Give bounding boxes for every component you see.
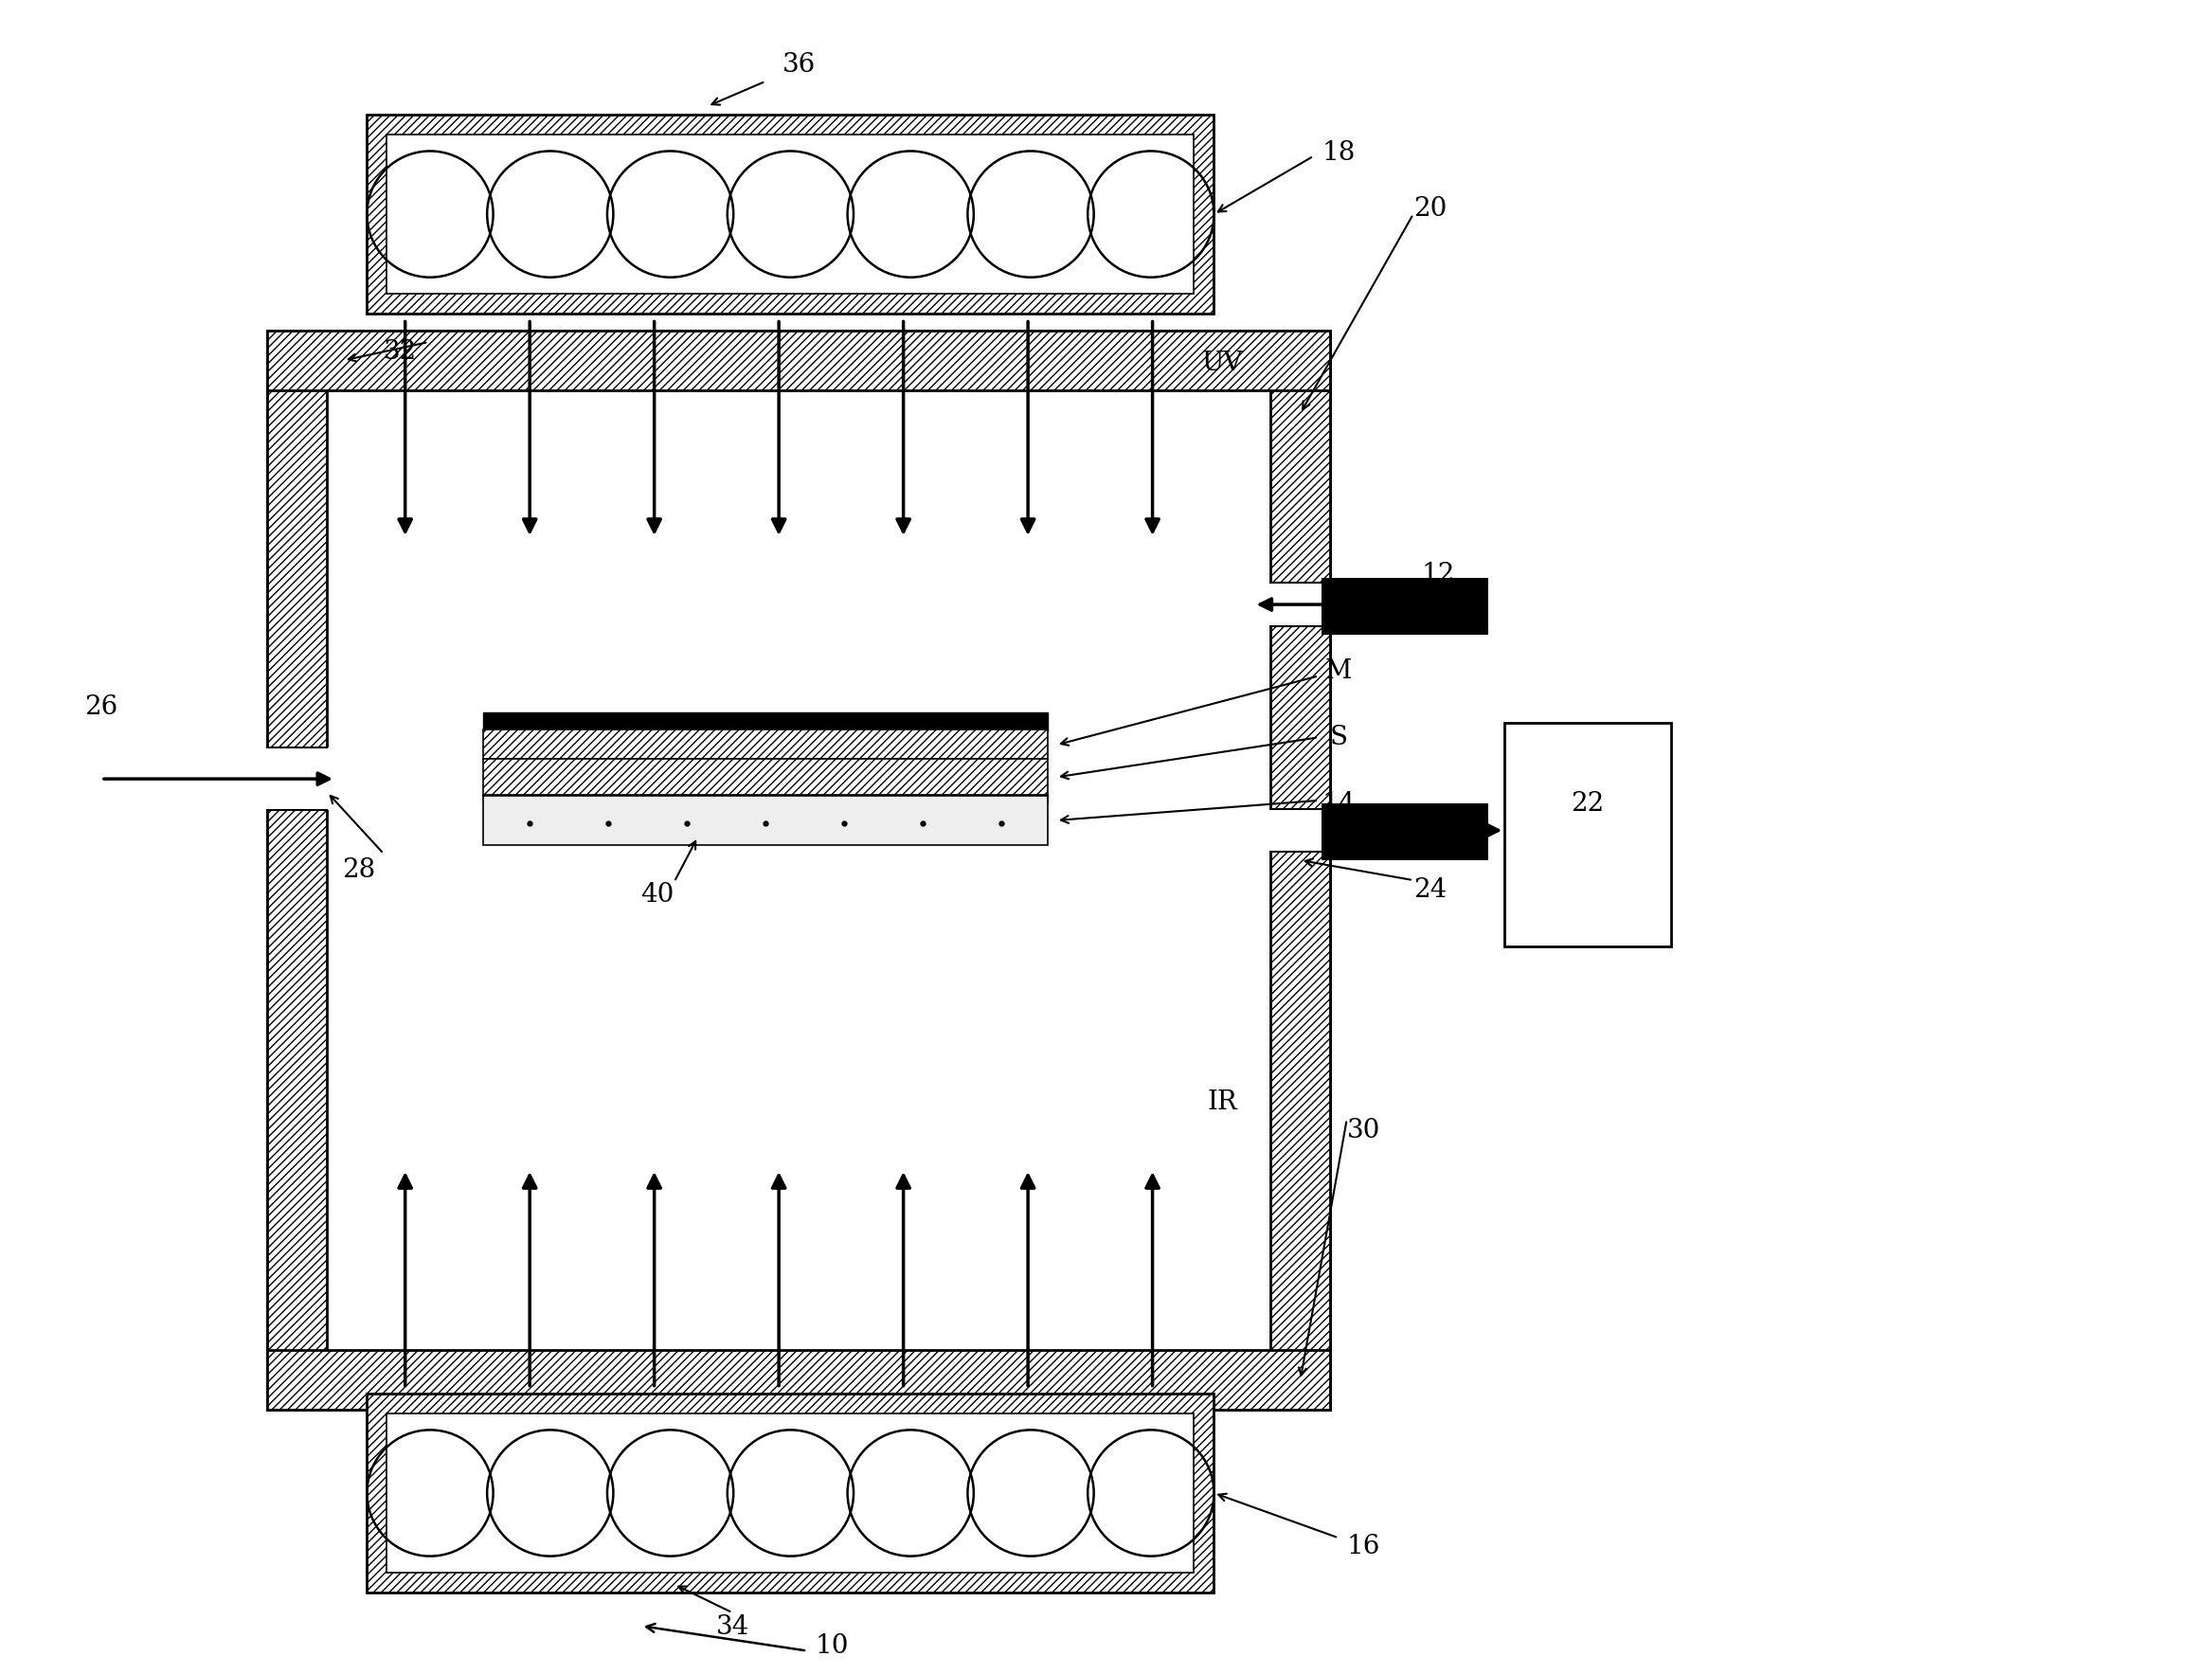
Text: 36: 36 xyxy=(783,52,816,77)
Text: UV: UV xyxy=(1201,352,1243,377)
Bar xyxy=(367,1393,1214,1592)
Text: 10: 10 xyxy=(816,1634,849,1659)
Bar xyxy=(250,747,343,810)
Bar xyxy=(367,114,1214,313)
Bar xyxy=(482,795,1048,845)
Text: 16: 16 xyxy=(1347,1533,1380,1558)
Bar xyxy=(387,1413,1194,1574)
Text: 12: 12 xyxy=(1422,562,1455,588)
Text: 14: 14 xyxy=(1323,792,1356,817)
Text: 18: 18 xyxy=(1323,141,1356,166)
Bar xyxy=(1254,809,1347,852)
Text: 26: 26 xyxy=(84,695,117,720)
Text: IR: IR xyxy=(1208,1090,1237,1115)
Bar xyxy=(482,758,1048,795)
Bar xyxy=(1254,583,1347,626)
Text: 28: 28 xyxy=(343,857,376,882)
Bar xyxy=(482,730,1048,758)
Text: 30: 30 xyxy=(1347,1118,1380,1143)
Bar xyxy=(268,330,1329,1410)
Bar xyxy=(268,330,1329,390)
Bar xyxy=(1270,330,1329,1410)
Text: 32: 32 xyxy=(383,340,416,365)
Text: M: M xyxy=(1325,658,1352,683)
Text: 24: 24 xyxy=(1413,877,1447,902)
Text: S: S xyxy=(1329,725,1347,750)
Text: 22: 22 xyxy=(1571,792,1604,817)
Bar xyxy=(482,793,1048,804)
Text: 20: 20 xyxy=(1413,196,1447,223)
Bar xyxy=(387,134,1194,295)
Bar xyxy=(1323,804,1489,860)
Bar xyxy=(1323,578,1489,634)
Bar xyxy=(1504,723,1670,946)
Bar xyxy=(268,330,327,1410)
Text: 40: 40 xyxy=(641,882,675,907)
Text: 34: 34 xyxy=(717,1615,750,1641)
Bar xyxy=(268,1351,1329,1410)
Bar xyxy=(482,713,1048,732)
